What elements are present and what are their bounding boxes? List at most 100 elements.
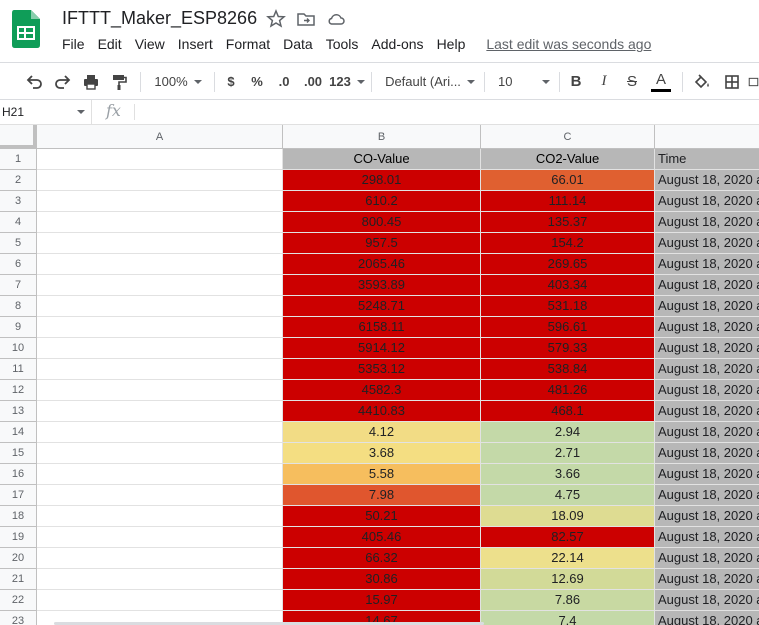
cell-a[interactable] xyxy=(37,401,283,422)
cell-time[interactable]: August 18, 2020 a xyxy=(655,338,759,359)
cell-co2-value[interactable]: 579.33 xyxy=(481,338,655,359)
cell-co2-value[interactable]: 2.94 xyxy=(481,422,655,443)
menu-view[interactable]: View xyxy=(134,36,165,52)
cell-a[interactable] xyxy=(37,443,283,464)
header-co-value[interactable]: CO-Value xyxy=(283,149,481,170)
cell-co2-value[interactable]: 154.2 xyxy=(481,233,655,254)
redo-icon[interactable] xyxy=(51,63,75,100)
header-co2-value[interactable]: CO2-Value xyxy=(481,149,655,170)
cell-co-value[interactable]: 5353.12 xyxy=(283,359,481,380)
cell-time[interactable]: August 18, 2020 a xyxy=(655,317,759,338)
cell-a[interactable] xyxy=(37,149,283,170)
cell-a[interactable] xyxy=(37,464,283,485)
sheets-logo-icon[interactable] xyxy=(12,10,40,48)
menu-data[interactable]: Data xyxy=(283,36,313,52)
cell-time[interactable]: August 18, 2020 a xyxy=(655,254,759,275)
cell-co-value[interactable]: 957.5 xyxy=(283,233,481,254)
row-header[interactable]: 14 xyxy=(0,422,37,443)
cell-co-value[interactable]: 298.01 xyxy=(283,170,481,191)
cell-time[interactable]: August 18, 2020 a xyxy=(655,212,759,233)
cell-co2-value[interactable]: 481.26 xyxy=(481,380,655,401)
cell-co2-value[interactable]: 269.65 xyxy=(481,254,655,275)
paint-format-icon[interactable] xyxy=(107,63,131,100)
cell-a[interactable] xyxy=(37,212,283,233)
cell-a[interactable] xyxy=(37,506,283,527)
cell-time[interactable]: August 18, 2020 a xyxy=(655,233,759,254)
cell-time[interactable]: August 18, 2020 a xyxy=(655,422,759,443)
cell-co-value[interactable]: 66.32 xyxy=(283,548,481,569)
cell-time[interactable]: August 18, 2020 a xyxy=(655,527,759,548)
zoom-select[interactable]: 100% xyxy=(150,63,206,100)
strikethrough-button[interactable]: S xyxy=(626,73,637,90)
cell-time[interactable]: August 18, 2020 a xyxy=(655,548,759,569)
cell-time[interactable]: August 18, 2020 a xyxy=(655,191,759,212)
cell-co2-value[interactable]: 7.4 xyxy=(481,611,655,625)
cell-a[interactable] xyxy=(37,233,283,254)
cell-time[interactable]: August 18, 2020 a xyxy=(655,506,759,527)
cell-co2-value[interactable]: 3.66 xyxy=(481,464,655,485)
document-title[interactable]: IFTTT_Maker_ESP8266 xyxy=(62,8,258,28)
cell-time[interactable]: August 18, 2020 a xyxy=(655,464,759,485)
menu-help[interactable]: Help xyxy=(436,36,466,52)
menu-edit[interactable]: Edit xyxy=(97,36,122,52)
cell-co-value[interactable]: 5914.12 xyxy=(283,338,481,359)
cell-co-value[interactable]: 610.2 xyxy=(283,191,481,212)
row-header[interactable]: 23 xyxy=(0,611,37,625)
cell-co-value[interactable]: 30.86 xyxy=(283,569,481,590)
row-header[interactable]: 2 xyxy=(0,170,37,191)
cell-time[interactable]: August 18, 2020 a xyxy=(655,443,759,464)
formula-input[interactable] xyxy=(140,100,750,124)
format-percent-button[interactable]: % xyxy=(251,74,263,89)
row-header[interactable]: 18 xyxy=(0,506,37,527)
menu-file[interactable]: File xyxy=(62,36,85,52)
row-header[interactable]: 7 xyxy=(0,275,37,296)
row-header[interactable]: 12 xyxy=(0,380,37,401)
more-formats-button[interactable]: 123 xyxy=(329,63,365,100)
row-header[interactable]: 10 xyxy=(0,338,37,359)
column-header-d[interactable] xyxy=(655,125,759,149)
cell-co2-value[interactable]: 403.34 xyxy=(481,275,655,296)
move-folder-icon[interactable] xyxy=(296,9,316,29)
cell-a[interactable] xyxy=(37,317,283,338)
cell-time[interactable]: August 18, 2020 a xyxy=(655,359,759,380)
cell-a[interactable] xyxy=(37,380,283,401)
header-time[interactable]: Time xyxy=(655,149,759,170)
cell-co2-value[interactable]: 538.84 xyxy=(481,359,655,380)
cell-co2-value[interactable]: 531.18 xyxy=(481,296,655,317)
row-header[interactable]: 13 xyxy=(0,401,37,422)
row-header[interactable]: 5 xyxy=(0,233,37,254)
print-icon[interactable] xyxy=(79,63,103,100)
cell-co2-value[interactable]: 66.01 xyxy=(481,170,655,191)
bold-button[interactable]: B xyxy=(570,73,582,90)
cell-co-value[interactable]: 4410.83 xyxy=(283,401,481,422)
font-size-select[interactable]: 10 xyxy=(494,63,554,100)
cell-a[interactable] xyxy=(37,359,283,380)
row-header[interactable]: 9 xyxy=(0,317,37,338)
cell-time[interactable]: August 18, 2020 a xyxy=(655,380,759,401)
row-header[interactable]: 8 xyxy=(0,296,37,317)
cell-time[interactable]: August 18, 2020 a xyxy=(655,401,759,422)
cell-a[interactable] xyxy=(37,548,283,569)
cell-co2-value[interactable]: 18.09 xyxy=(481,506,655,527)
row-header[interactable]: 4 xyxy=(0,212,37,233)
cell-co2-value[interactable]: 468.1 xyxy=(481,401,655,422)
cell-a[interactable] xyxy=(37,569,283,590)
row-header[interactable]: 6 xyxy=(0,254,37,275)
cell-co-value[interactable]: 3593.89 xyxy=(283,275,481,296)
format-currency-button[interactable]: $ xyxy=(227,74,235,89)
cell-time[interactable]: August 18, 2020 a xyxy=(655,170,759,191)
cloud-saved-icon[interactable] xyxy=(326,9,346,29)
cell-time[interactable]: August 18, 2020 a xyxy=(655,611,759,625)
cell-co-value[interactable]: 800.45 xyxy=(283,212,481,233)
last-edit-link[interactable]: Last edit was seconds ago xyxy=(486,36,652,52)
menu-format[interactable]: Format xyxy=(225,36,271,52)
cell-co-value[interactable]: 50.21 xyxy=(283,506,481,527)
cell-a[interactable] xyxy=(37,590,283,611)
cell-time[interactable]: August 18, 2020 a xyxy=(655,485,759,506)
cell-time[interactable]: August 18, 2020 a xyxy=(655,569,759,590)
cell-a[interactable] xyxy=(37,275,283,296)
column-header-b[interactable]: B xyxy=(283,125,481,149)
cell-a[interactable] xyxy=(37,485,283,506)
row-header[interactable]: 16 xyxy=(0,464,37,485)
row-header[interactable]: 20 xyxy=(0,548,37,569)
